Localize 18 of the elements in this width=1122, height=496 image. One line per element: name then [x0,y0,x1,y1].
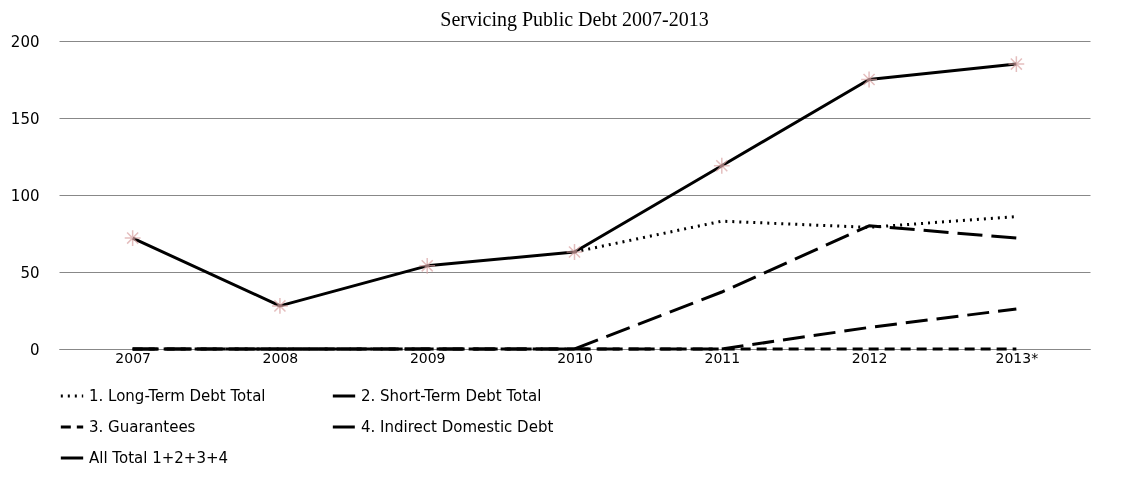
x-tick-label: 2010 [557,349,593,366]
x-tick-label: 2013* [995,349,1039,366]
x-tick-label: 2012 [851,349,888,366]
legend-label: 1. Long-Term Debt Total [89,387,266,405]
chart-title: Servicing Public Debt 2007-2013 [440,8,709,31]
x-tick-label: 2011 [704,349,741,366]
legend-label: 4. Indirect Domestic Debt [361,418,554,436]
x-tick-label: 2009 [409,349,446,366]
legend-label: 2. Short-Term Debt Total [361,387,542,405]
legend-label: 3. Guarantees [89,418,196,436]
y-tick-label: 50 [20,263,40,282]
legend-label: All Total 1+2+3+4 [89,449,229,467]
y-tick-label: 150 [10,109,40,128]
x-tick-label: 2007 [115,349,151,366]
y-tick-label: 100 [10,186,40,205]
y-tick-label: 0 [29,340,40,359]
x-tick-label: 2008 [262,349,299,366]
y-tick-label: 200 [10,32,40,51]
